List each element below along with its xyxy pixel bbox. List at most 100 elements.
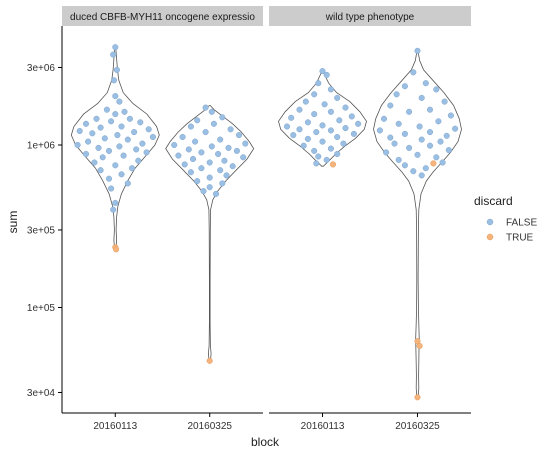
data-point-discard-false <box>340 140 347 147</box>
data-point-discard-false <box>212 190 220 197</box>
data-point-discard-false <box>327 145 334 152</box>
data-point-discard-false <box>302 98 309 105</box>
data-point-discard-false <box>319 122 326 129</box>
data-point-discard-false <box>348 113 355 120</box>
data-point-discard-true <box>416 342 423 349</box>
data-point-discard-false <box>387 102 394 109</box>
data-point-discard-false <box>179 133 186 141</box>
data-point-discard-false <box>336 117 343 124</box>
legend-label-true: TRUE <box>506 233 534 244</box>
data-point-discard-false <box>445 147 452 154</box>
data-point-discard-false <box>85 138 92 145</box>
facet-panel: duced CBFB-MYH11 oncogene expressio 20160… <box>62 6 263 432</box>
data-point-discard-false <box>418 94 425 101</box>
data-point-discard-false <box>110 77 118 84</box>
data-point-discard-false <box>108 185 115 192</box>
data-point-discard-false <box>410 69 417 76</box>
data-point-discard-false <box>327 108 334 115</box>
data-point-discard-false <box>105 147 113 154</box>
data-point-discard-false <box>194 178 201 185</box>
data-point-discard-false <box>416 123 423 130</box>
data-point-discard-false <box>227 126 234 133</box>
data-point-discard-false <box>103 106 110 113</box>
data-point-discard-false <box>433 154 440 161</box>
data-point-discard-false <box>145 126 152 133</box>
data-point-discard-false <box>433 86 440 93</box>
data-point-discard-true <box>329 161 337 168</box>
data-point-discard-false <box>327 86 334 93</box>
data-point-discard-false <box>143 149 150 156</box>
data-point-discard-false <box>311 91 318 98</box>
data-point-discard-false <box>422 80 429 87</box>
data-point-discard-false <box>414 151 421 158</box>
y-axis: 3e+04 1e+05 3e+05 1e+06 3e+06 <box>27 26 63 413</box>
data-point-discard-false <box>219 180 226 187</box>
data-point-discard-false <box>82 150 90 158</box>
data-point-discard-false <box>426 106 434 113</box>
data-point-discard-false <box>319 138 326 145</box>
data-point-discard-false <box>242 140 249 147</box>
data-point-discard-false <box>406 144 413 151</box>
data-point-discard-false <box>315 153 322 160</box>
data-point-discard-true <box>206 357 213 364</box>
data-point-discard-false <box>437 138 444 145</box>
data-point-discard-false <box>185 146 192 153</box>
data-point-discard-false <box>131 129 138 136</box>
data-point-discard-false <box>219 114 226 121</box>
y-tick-label: 3e+06 <box>27 63 56 74</box>
y-tick-label: 3e+04 <box>27 388 56 399</box>
facet-strip-label: duced CBFB-MYH11 oncogene expressio <box>70 12 255 23</box>
data-point-discard-false <box>200 188 207 195</box>
data-point-discard-false <box>418 136 425 143</box>
data-point-discard-false <box>198 165 205 172</box>
data-point-discard-false <box>221 157 228 164</box>
data-point-discard-false <box>334 150 341 158</box>
data-point-discard-false <box>342 104 349 111</box>
data-point-discard-false <box>426 129 434 136</box>
data-point-discard-false <box>235 132 243 139</box>
facet-strip <box>269 6 471 26</box>
data-point-discard-false <box>128 165 136 172</box>
data-point-discard-false <box>217 136 224 143</box>
data-point-discard-false <box>401 130 408 137</box>
data-point-discard-false <box>304 135 311 142</box>
data-point-discard-false <box>383 149 390 156</box>
data-point-discard-false <box>116 143 123 150</box>
data-point-discard-false <box>101 135 108 142</box>
data-point-discard-false <box>133 146 140 153</box>
data-point-discard-false <box>74 141 81 149</box>
data-point-discard-false <box>393 91 400 98</box>
data-point-discard-false <box>91 159 98 166</box>
data-point-discard-false <box>118 123 125 130</box>
data-point-discard-false <box>426 142 434 149</box>
data-point-discard-false <box>112 44 119 51</box>
data-point-discard-false <box>304 119 311 126</box>
facet-panels: duced CBFB-MYH11 oncogene expressio 20160… <box>62 6 471 432</box>
data-point-discard-true <box>430 160 437 167</box>
data-point-discard-false <box>296 126 303 133</box>
data-point-discard-false <box>171 141 178 149</box>
data-point-discard-false <box>110 51 117 58</box>
x-tick-label: 20160113 <box>301 421 345 432</box>
facet-strip-label: wild type phenotype <box>325 12 415 23</box>
data-point-discard-false <box>124 180 131 187</box>
data-point-discard-false <box>447 112 454 119</box>
data-point-discard-false <box>187 123 194 130</box>
data-point-discard-false <box>395 120 402 127</box>
data-point-discard-false <box>198 149 205 156</box>
data-point-discard-false <box>422 165 429 172</box>
facet-strip <box>62 6 263 26</box>
data-point-discard-false <box>323 71 330 78</box>
data-point-discard-false <box>439 159 446 166</box>
data-point-discard-false <box>135 157 142 164</box>
data-point-discard-false <box>225 144 232 151</box>
data-point-discard-false <box>240 154 247 161</box>
data-point-discard-false <box>105 175 113 182</box>
violin-shape <box>278 69 367 167</box>
data-point-discard-false <box>206 184 213 191</box>
data-point-discard-false <box>112 199 119 206</box>
data-point-discard-false <box>296 106 303 113</box>
data-point-discard-false <box>290 132 297 139</box>
data-point-discard-false <box>395 156 402 163</box>
legend-label-false: FALSE <box>506 218 537 229</box>
